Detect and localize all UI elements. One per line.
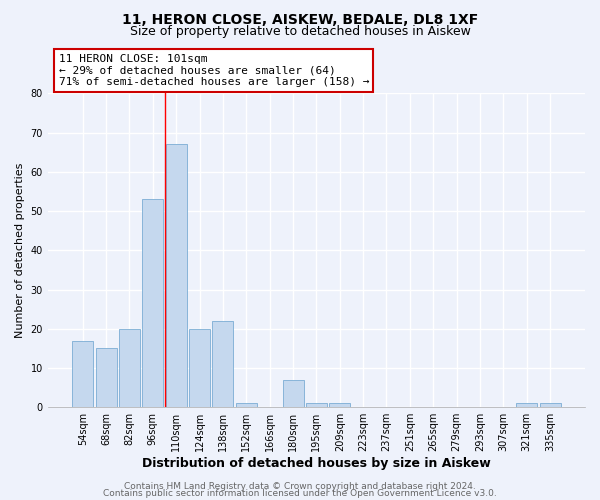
Text: 11 HERON CLOSE: 101sqm
← 29% of detached houses are smaller (64)
71% of semi-det: 11 HERON CLOSE: 101sqm ← 29% of detached… <box>59 54 369 87</box>
X-axis label: Distribution of detached houses by size in Aiskew: Distribution of detached houses by size … <box>142 457 491 470</box>
Text: Contains HM Land Registry data © Crown copyright and database right 2024.: Contains HM Land Registry data © Crown c… <box>124 482 476 491</box>
Bar <box>306 404 327 407</box>
Text: Contains public sector information licensed under the Open Government Licence v3: Contains public sector information licen… <box>103 488 497 498</box>
Text: Size of property relative to detached houses in Aiskew: Size of property relative to detached ho… <box>130 25 470 38</box>
Bar <box>189 329 210 407</box>
Text: 11, HERON CLOSE, AISKEW, BEDALE, DL8 1XF: 11, HERON CLOSE, AISKEW, BEDALE, DL8 1XF <box>122 12 478 26</box>
Bar <box>516 404 537 407</box>
Bar <box>283 380 304 407</box>
Bar <box>329 404 350 407</box>
Bar <box>95 348 116 407</box>
Bar <box>72 340 93 407</box>
Bar <box>236 404 257 407</box>
Bar <box>539 404 560 407</box>
Bar <box>212 321 233 407</box>
Bar <box>119 329 140 407</box>
Bar <box>166 144 187 407</box>
Bar <box>142 200 163 407</box>
Y-axis label: Number of detached properties: Number of detached properties <box>15 162 25 338</box>
